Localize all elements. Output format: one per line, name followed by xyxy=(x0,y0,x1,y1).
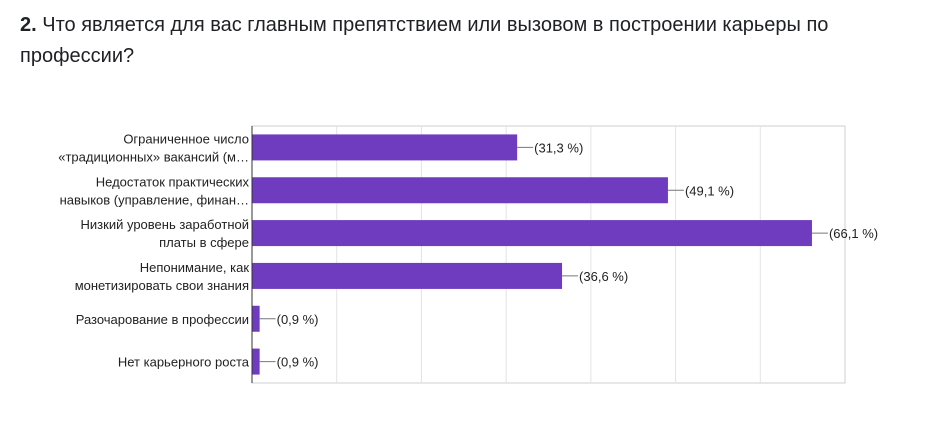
category-label: Недостаток практических навыков (управлен… xyxy=(60,174,250,207)
category-label: Нет карьерного роста xyxy=(118,355,250,370)
bar xyxy=(252,220,812,247)
category-label-line: Нет карьерного роста xyxy=(118,355,250,370)
bars xyxy=(252,134,812,375)
category-label: Разочарование в профессии xyxy=(76,312,249,327)
bar xyxy=(252,262,563,289)
question-number: 2. xyxy=(20,14,37,36)
question-title: 2. Что является для вас главным препятст… xyxy=(20,10,900,72)
category-label-line: Разочарование в профессии xyxy=(76,312,249,327)
category-label-line: Низкий уровень заработной xyxy=(81,217,249,232)
bar xyxy=(252,134,518,161)
value-label: (66,1 %) xyxy=(829,226,878,241)
value-label: (0,9 %) xyxy=(277,312,319,327)
category-label-line: «традиционных» вакансий (м… xyxy=(58,149,249,164)
value-labels: (31,3 %) (49,1 %) (66,1 %) (36,6 %) (0,9 %) (… xyxy=(259,140,878,370)
value-label: (0,9 %) xyxy=(277,355,319,370)
bar xyxy=(252,348,260,375)
category-label: Низкий уровень заработной платы в сфере xyxy=(81,217,249,250)
value-label: (36,6 %) xyxy=(579,269,628,284)
category-label-line: Недостаток практических xyxy=(96,174,250,189)
category-label-line: Непонимание, как xyxy=(140,260,250,275)
category-label: Непонимание, как монетизировать свои знан… xyxy=(75,260,250,293)
question-text: Что является для вас главным препятствие… xyxy=(20,14,829,67)
category-label-line: монетизировать свои знания xyxy=(75,278,249,293)
bar xyxy=(252,305,260,332)
grid-lines xyxy=(336,126,761,383)
value-label: (31,3 %) xyxy=(534,140,583,155)
category-labels: Ограниченное число «традиционных» ваканси… xyxy=(58,131,250,369)
category-label-line: Ограниченное число xyxy=(123,131,249,146)
category-label: Ограниченное число «традиционных» ваканси… xyxy=(58,131,249,164)
category-label-line: платы в сфере xyxy=(159,235,249,250)
value-label: (49,1 %) xyxy=(685,183,734,198)
bar xyxy=(252,177,668,204)
category-label-line: навыков (управление, финан… xyxy=(60,192,249,207)
plot-area xyxy=(251,125,846,384)
